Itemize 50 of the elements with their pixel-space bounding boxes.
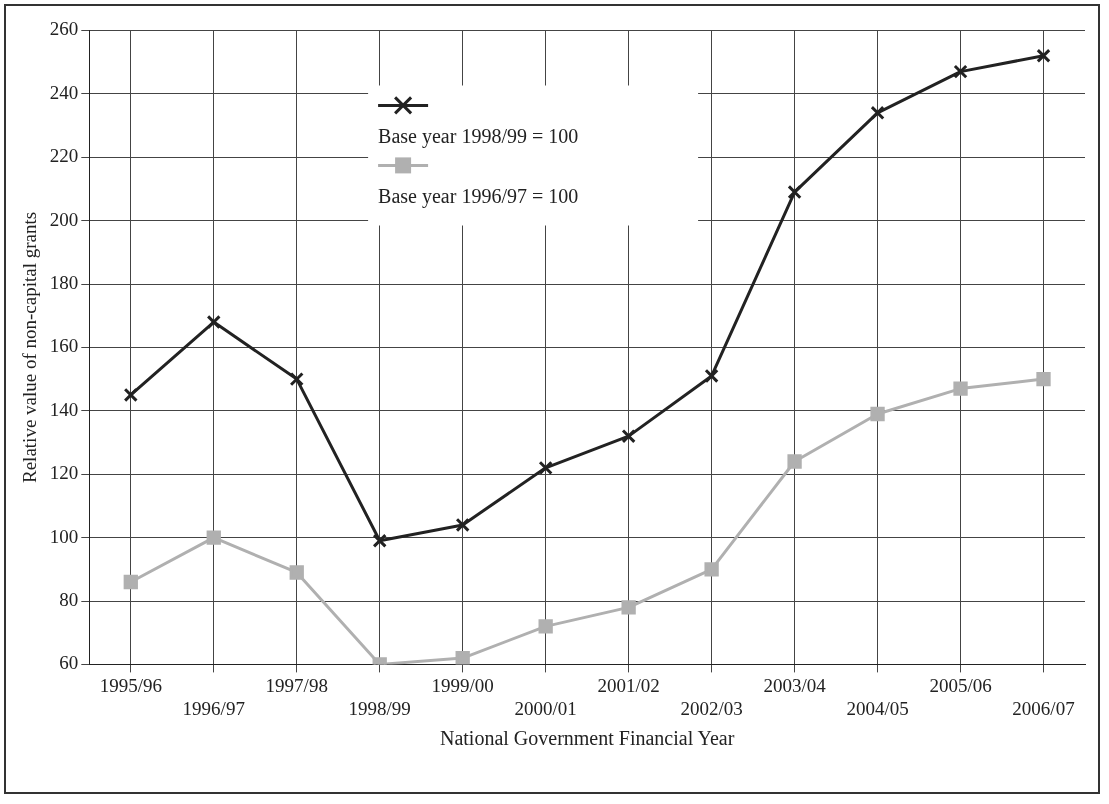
point — [455, 650, 470, 665]
x-tick-label: 1995/96 — [99, 674, 162, 696]
y-tick-label: 160 — [49, 335, 79, 357]
point — [953, 64, 968, 79]
legend-label: Base year 1998/99 = 100 — [378, 124, 579, 148]
point — [289, 565, 304, 580]
point — [206, 530, 221, 545]
y-tick-label: 60 — [59, 652, 79, 674]
y-tick-label: 80 — [59, 588, 79, 610]
x-axis-title: National Government Financial Year — [439, 727, 735, 750]
point — [123, 387, 138, 403]
point — [870, 105, 885, 120]
point — [787, 184, 802, 200]
point — [455, 517, 470, 533]
y-tick-label: 260 — [49, 18, 79, 40]
point — [123, 574, 138, 590]
point — [621, 600, 636, 615]
y-axis-title: Relative value of non-capital grants — [19, 211, 41, 483]
point — [289, 371, 304, 387]
point — [953, 381, 968, 396]
x-tick-label: 1996/97 — [182, 697, 245, 719]
y-tick-label: 200 — [49, 208, 79, 230]
y-tick-label: 180 — [49, 271, 79, 293]
x-tick-label: 2004/05 — [846, 697, 909, 719]
x-tick-label: 2002/03 — [680, 697, 743, 719]
x-tick-label: 2006/07 — [1012, 697, 1075, 719]
y-tick-label: 220 — [49, 145, 79, 167]
x-tick-label: 2000/01 — [514, 697, 577, 719]
y-tick-label: 100 — [49, 525, 79, 547]
point — [538, 619, 553, 634]
point — [538, 460, 553, 476]
point — [870, 406, 885, 422]
legend-label: Base year 1996/97 = 100 — [378, 184, 579, 208]
x-tick-label: 2005/06 — [929, 674, 992, 696]
y-tick-label: 240 — [49, 81, 79, 103]
x-tick-label: 1998/99 — [348, 697, 411, 719]
point — [704, 562, 719, 577]
point — [372, 533, 387, 548]
x-tick-label: 2001/02 — [597, 674, 660, 696]
x-tick-label: 1999/00 — [431, 674, 494, 696]
x-tick-label: 1997/98 — [265, 674, 328, 696]
x-tick-label: 2003/04 — [763, 674, 827, 696]
point — [1036, 371, 1051, 387]
point — [787, 454, 802, 469]
point — [704, 368, 719, 384]
point — [206, 314, 221, 330]
y-tick-label: 140 — [49, 398, 79, 420]
point — [1036, 48, 1051, 63]
point — [621, 429, 636, 444]
y-tick-label: 120 — [49, 462, 79, 484]
